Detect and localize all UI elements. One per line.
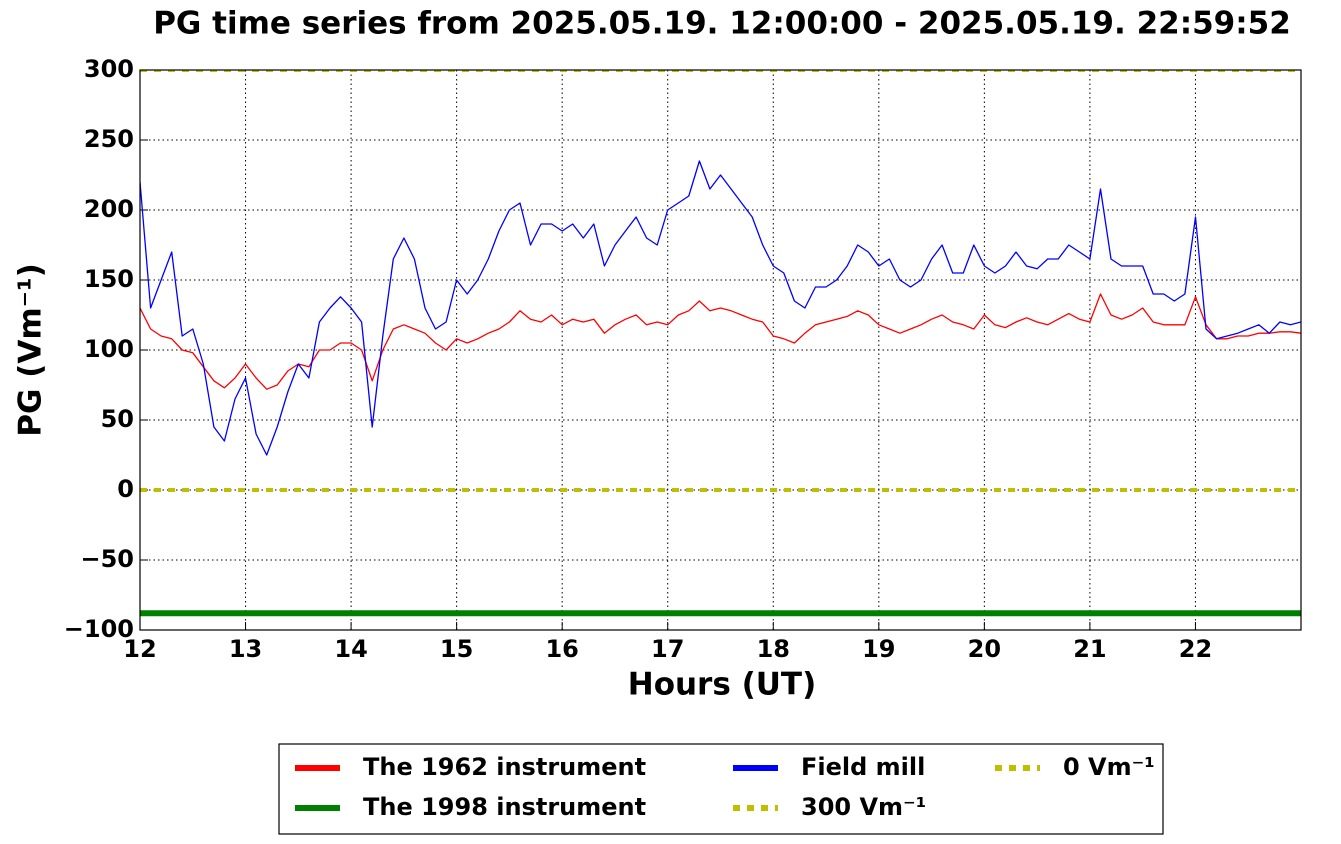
legend-label: The 1998 instrument (363, 793, 646, 821)
x-tick-label: 22 (1179, 635, 1212, 663)
x-tick-label: 18 (757, 635, 790, 663)
y-tick-label: 150 (84, 265, 134, 293)
x-tick-label: 20 (968, 635, 1001, 663)
series-line (140, 293, 1301, 390)
x-tick-label: 19 (862, 635, 895, 663)
legend-label: 0 Vm⁻¹ (1063, 753, 1155, 781)
x-tick-label: 14 (334, 635, 367, 663)
legend-box (278, 743, 1164, 835)
x-tick-label: 15 (440, 635, 473, 663)
legend-label: Field mill (801, 753, 925, 781)
plot-frame (139, 69, 1302, 631)
x-tick-label: 12 (123, 635, 156, 663)
y-tick-label: −100 (64, 615, 134, 643)
x-tick-label: 17 (651, 635, 684, 663)
y-tick-label: 50 (101, 405, 134, 433)
y-axis-label: PG (Vm⁻¹) (13, 263, 49, 437)
series-line (140, 160, 1301, 456)
chart-title: PG time series from 2025.05.19. 12:00:00… (153, 6, 1291, 42)
y-tick-label: −50 (80, 545, 134, 573)
y-tick-label: 0 (117, 475, 134, 503)
y-tick-label: 300 (84, 55, 134, 83)
x-tick-label: 13 (229, 635, 262, 663)
y-tick-label: 250 (84, 125, 134, 153)
y-tick-label: 200 (84, 195, 134, 223)
x-tick-label: 16 (545, 635, 578, 663)
y-tick-label: 100 (84, 335, 134, 363)
legend-label: 300 Vm⁻¹ (801, 793, 926, 821)
x-tick-label: 21 (1073, 635, 1106, 663)
x-axis-label: Hours (UT) (628, 667, 817, 703)
legend-label: The 1962 instrument (363, 753, 646, 781)
